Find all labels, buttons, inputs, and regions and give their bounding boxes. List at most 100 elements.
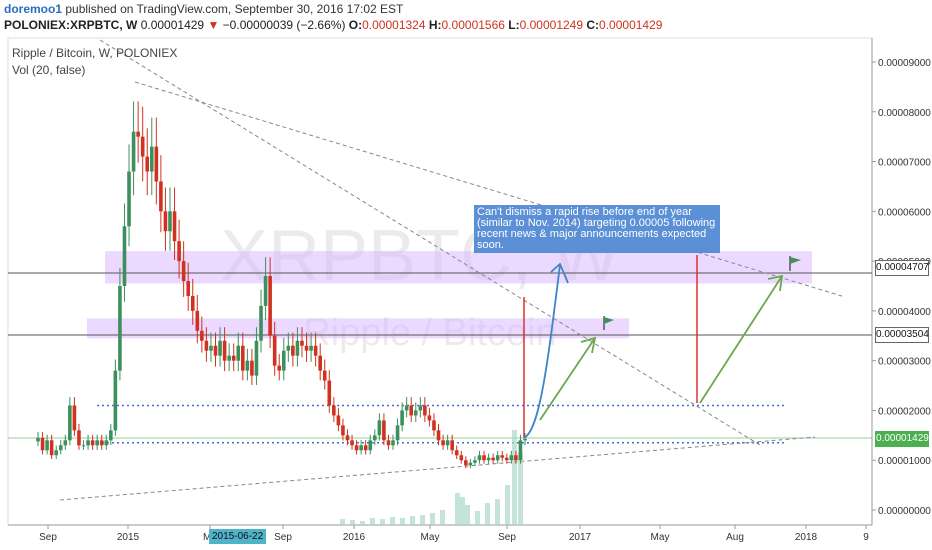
candle-body: [272, 335, 277, 366]
green-arrow-2: [699, 275, 783, 404]
blue-arrow-head: [550, 262, 569, 284]
candle-body: [291, 345, 295, 356]
volume-bar: [350, 520, 355, 525]
y-tick-label: 0.00000000: [878, 506, 931, 517]
candle-body: [327, 380, 332, 406]
candle-body: [159, 181, 163, 212]
candle-body: [195, 310, 200, 331]
volume-bar: [400, 518, 405, 525]
annotation-callout[interactable]: Can't dismiss a rapid rise before end of…: [474, 205, 720, 253]
down-arrow-icon: ▼: [207, 18, 220, 32]
candle-body: [172, 211, 177, 242]
candle-body: [236, 345, 241, 361]
candle-body: [263, 276, 268, 306]
ohlc-line: POLONIEX:XRPBTC, W 0.00001429 ▼ −0.00000…: [4, 18, 662, 32]
candle-body: [486, 457, 491, 461]
candle-body: [386, 440, 391, 446]
y-tick-label: 0.00003000: [878, 357, 931, 368]
candle-body: [300, 340, 304, 346]
candle-body: [168, 211, 172, 232]
candle-body: [36, 437, 40, 442]
price-label-upper: 0.00004707: [875, 260, 929, 276]
volume-bar: [518, 453, 523, 525]
candle-body: [154, 146, 159, 182]
candle-body: [81, 445, 86, 447]
candle-body: [40, 437, 45, 451]
candle-body: [354, 445, 359, 451]
candle-body: [404, 405, 409, 411]
candle-body: [186, 281, 190, 296]
candle-body: [304, 345, 309, 351]
close-label: C:: [586, 18, 600, 32]
candle-body: [45, 440, 49, 451]
candle-body: [418, 405, 423, 411]
volume-bar: [455, 493, 460, 525]
candle-body: [445, 440, 450, 446]
trendline-resistance-long: [134, 81, 846, 298]
candle-body: [441, 440, 445, 446]
candle-body: [295, 340, 300, 356]
candle-body: [118, 286, 122, 371]
x-tick-label: May: [421, 532, 440, 543]
series-legend: Ripple / Bitcoin, W, POLONIEX: [12, 46, 178, 60]
candle-body: [373, 435, 377, 441]
candle-body: [359, 445, 363, 451]
candle-body: [218, 340, 222, 356]
candle-body: [482, 455, 486, 461]
candle-body: [491, 457, 495, 461]
candle-body: [391, 440, 395, 446]
author-name[interactable]: doremoo1: [4, 2, 63, 16]
low-label: L:: [508, 18, 520, 32]
candle-body: [345, 435, 350, 441]
green-arrow-2-head: [767, 274, 784, 292]
volume-bar: [340, 519, 345, 525]
candle-body: [163, 211, 168, 232]
candle-body: [222, 340, 227, 361]
x-tick-label: 2017: [569, 532, 592, 543]
candle-body: [413, 410, 418, 416]
open-label: O:: [348, 18, 363, 32]
candle-body: [514, 455, 518, 461]
candle-body: [509, 455, 514, 461]
last-price: 0.00001429: [140, 18, 205, 32]
candle-body: [341, 425, 345, 436]
x-tick-label: 2018: [795, 532, 818, 543]
candle-body: [149, 146, 154, 172]
volume-bar: [495, 499, 500, 525]
x-tick-label: May: [651, 532, 670, 543]
publish-line: doremoo1 published on TradingView.com, S…: [4, 2, 403, 16]
indicator-legend[interactable]: Vol (20, false): [12, 63, 86, 77]
trendline-support: [59, 436, 816, 501]
candle-body: [432, 420, 436, 431]
candle-body: [181, 261, 186, 282]
x-tick-label: Aug: [726, 532, 744, 543]
green-arrow-1-head: [580, 336, 597, 354]
volume-bar: [440, 510, 445, 525]
volume-bar: [460, 497, 465, 525]
candle-body: [63, 440, 68, 446]
volume-bar: [465, 505, 470, 525]
candle-body: [95, 440, 99, 446]
candle-body: [209, 345, 213, 351]
candle-body: [54, 450, 59, 456]
candle-body: [231, 355, 236, 361]
candle-body: [190, 295, 195, 311]
candle-body: [313, 345, 318, 356]
x-tick-label: Sep: [274, 532, 292, 543]
candle-body: [495, 455, 500, 461]
open-value: 0.00001324: [362, 18, 426, 32]
blue-arrow: [523, 264, 561, 439]
resistance-zone-lower: [87, 318, 629, 339]
volume-bar: [380, 519, 385, 525]
candle-body: [318, 355, 322, 371]
candle-body: [254, 340, 259, 376]
x-tick-label: 2015: [117, 532, 140, 543]
volume-bar: [410, 516, 415, 525]
x-axis-highlight: 2015-06-22: [209, 529, 267, 544]
y-tick-label: 0.00002000: [878, 406, 931, 417]
candle-body: [140, 136, 145, 157]
candle-body: [464, 460, 468, 466]
candle-body: [177, 241, 181, 262]
